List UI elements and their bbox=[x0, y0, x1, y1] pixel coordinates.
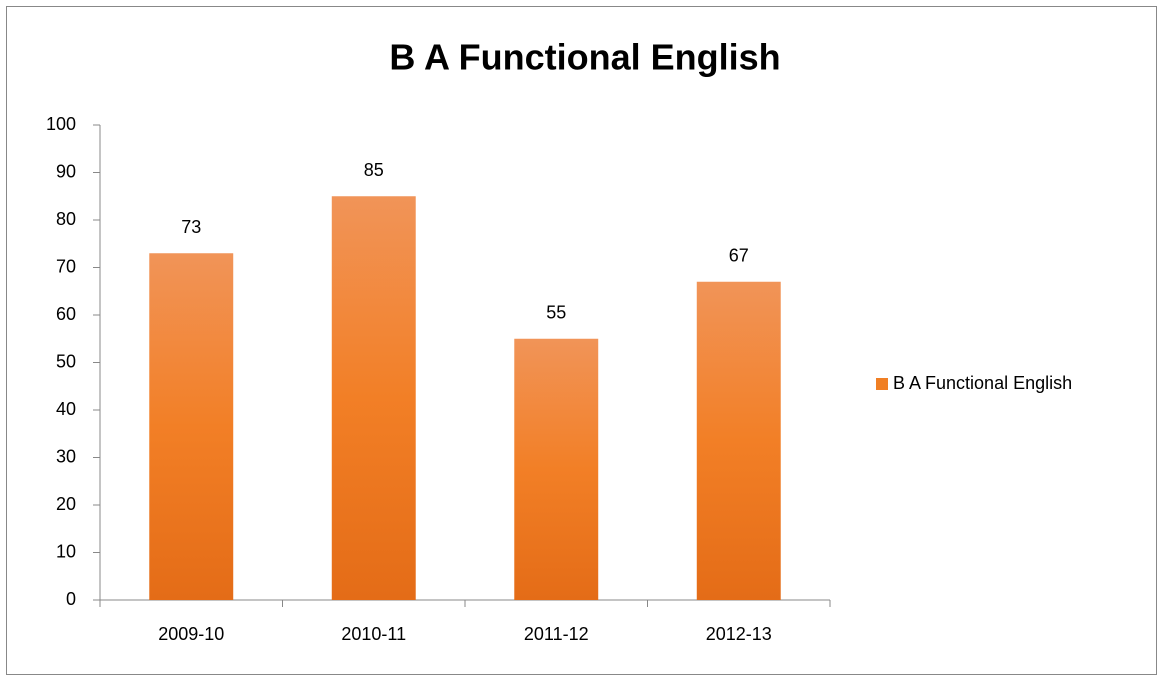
x-tick-label: 2009-10 bbox=[158, 624, 224, 644]
legend-swatch bbox=[876, 378, 888, 390]
y-tick-label: 20 bbox=[56, 494, 76, 514]
y-tick-label: 40 bbox=[56, 399, 76, 419]
y-tick-label: 0 bbox=[66, 589, 76, 609]
y-tick-label: 80 bbox=[56, 209, 76, 229]
chart-title: B A Functional English bbox=[389, 37, 780, 78]
y-tick-label: 30 bbox=[56, 446, 76, 466]
y-tick-label: 10 bbox=[56, 541, 76, 561]
y-tick-label: 50 bbox=[56, 351, 76, 371]
data-label: 73 bbox=[181, 217, 201, 237]
y-tick-label: 90 bbox=[56, 161, 76, 181]
bar bbox=[149, 253, 234, 600]
bar bbox=[514, 338, 599, 600]
legend-label: B A Functional English bbox=[893, 373, 1072, 393]
data-label: 85 bbox=[364, 160, 384, 180]
data-label: 67 bbox=[729, 246, 749, 266]
bar bbox=[696, 281, 781, 600]
x-tick-label: 2012-13 bbox=[706, 624, 772, 644]
x-tick-label: 2010-11 bbox=[341, 624, 406, 644]
y-tick-label: 100 bbox=[46, 114, 76, 134]
x-tick-label: 2011-12 bbox=[524, 624, 589, 644]
y-tick-label: 70 bbox=[56, 256, 76, 276]
y-tick-label: 60 bbox=[56, 304, 76, 324]
data-label: 55 bbox=[546, 303, 566, 323]
bar bbox=[331, 196, 416, 600]
